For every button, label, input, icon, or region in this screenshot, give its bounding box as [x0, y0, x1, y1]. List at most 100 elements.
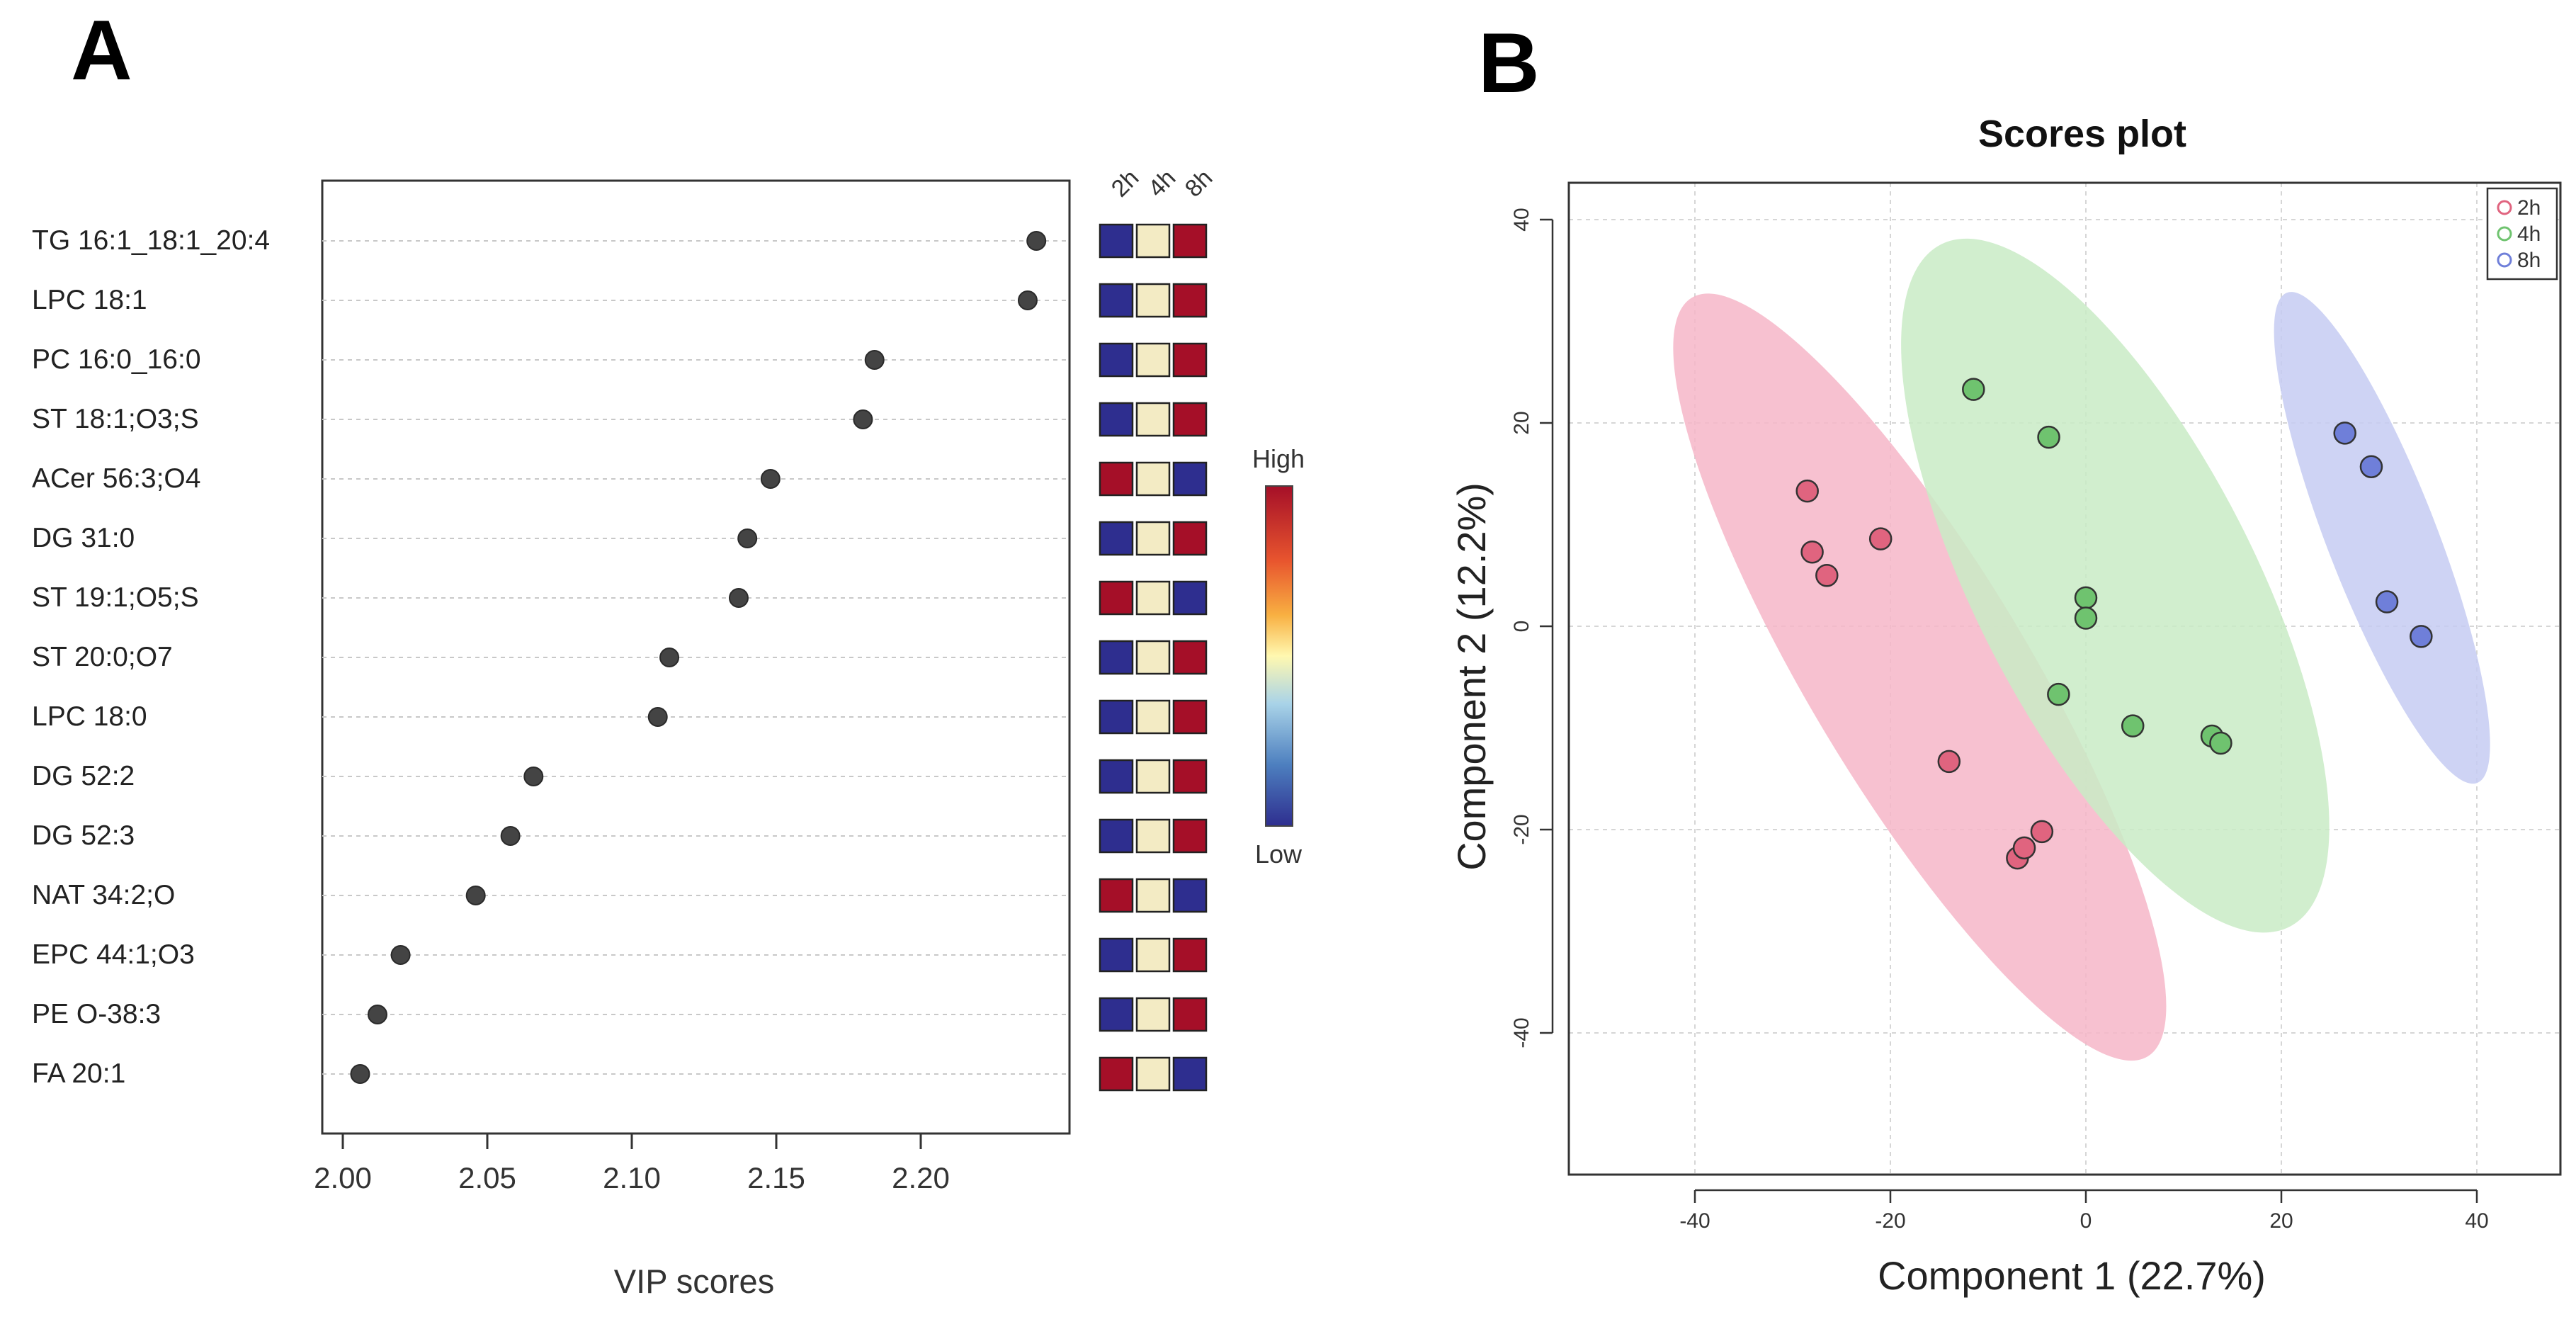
panel-b: B Scores plot -40 -20 0 20 40 -40 -20 0 20 40 Co… — [1449, 16, 2562, 1298]
heatmap-cell — [1172, 402, 1208, 437]
vip-dot — [465, 886, 486, 905]
heatmap-cell — [1135, 640, 1171, 675]
vip-gridlines — [322, 240, 1069, 1075]
vip-x-tick-label: 2.00 — [314, 1161, 372, 1194]
heatmap-cell — [1135, 997, 1171, 1032]
heatmap-cell — [1135, 699, 1171, 735]
heatmap-cell — [1172, 937, 1208, 973]
lipid-label: PC 16:0_16:0 — [32, 344, 201, 375]
lipid-label: LPC 18:1 — [32, 285, 147, 315]
legend-marker-2h — [2497, 200, 2512, 215]
heatmap-cell — [1099, 640, 1134, 675]
vip-dot — [737, 529, 758, 548]
heatmap-cell — [1172, 342, 1208, 378]
vip-dot — [390, 945, 411, 965]
point-8h — [2410, 625, 2433, 648]
vip-dots — [350, 231, 1047, 1084]
heatmap-cell — [1172, 640, 1208, 675]
scores-y-tick-label: -40 — [1510, 1017, 1533, 1048]
heatmap-cell — [1099, 937, 1134, 973]
lipid-label: DG 31:0 — [32, 523, 135, 553]
scores-x-axis-title: Component 1 (22.7%) — [1878, 1253, 2266, 1298]
heatmap-cell — [1099, 759, 1134, 794]
heatmap-cell — [1135, 223, 1171, 259]
vip-dot — [659, 648, 680, 667]
heatmap-cell — [1099, 342, 1134, 378]
scores-y-tick-label: 40 — [1510, 208, 1533, 231]
vip-dot — [500, 826, 521, 846]
point-4h — [2121, 714, 2145, 737]
heatmap-cell — [1172, 699, 1208, 735]
heatmap-cell — [1172, 878, 1208, 913]
lipid-labels: TG 16:1_18:1_20:4 LPC 18:1 PC 16:0_16:0 ST … — [32, 225, 270, 1089]
heatmap-cell — [1135, 461, 1171, 497]
scores-x-tick-label: 20 — [2269, 1209, 2293, 1233]
panel-a: A TG 16:1_18:1_20:4 LPC 18:1 PC 16:0_16:0 S… — [32, 3, 1305, 1300]
scores-plot-title: Scores plot — [1978, 113, 2186, 155]
lipid-label: NAT 34:2;O — [32, 880, 175, 910]
heatmap-cell — [1099, 878, 1134, 913]
scores-x-tick-label: 0 — [2080, 1209, 2092, 1233]
heatmap-cell — [1099, 402, 1134, 437]
point-8h — [2375, 590, 2399, 614]
heatmap-cell — [1099, 818, 1134, 854]
heatmap-cell — [1172, 818, 1208, 854]
point-8h — [2333, 422, 2356, 445]
vip-dot — [728, 588, 749, 608]
legend-label-8h: 8h — [2517, 249, 2541, 272]
heatmap-column-header: 4h — [1143, 164, 1181, 203]
heatmap-cell — [1099, 1056, 1134, 1092]
point-8h — [2359, 455, 2383, 478]
scores-y-tick-label: -20 — [1510, 814, 1533, 844]
scores-x-tick-label: -20 — [1875, 1209, 1905, 1233]
scores-plot-frame — [1567, 181, 2562, 1176]
ellipse-8h — [2274, 292, 2490, 784]
point-2h — [1800, 540, 1824, 564]
heatmap-cell — [1099, 223, 1134, 259]
vip-dot — [853, 409, 873, 429]
lipid-label: ACer 56:3;O4 — [32, 463, 200, 494]
point-2h — [1868, 527, 1893, 550]
vip-dot — [523, 767, 544, 786]
heatmap-column-header: 2h — [1106, 164, 1145, 203]
scores-y-tick-label: 0 — [1510, 621, 1533, 633]
heatmap-cell — [1172, 759, 1208, 794]
lipid-label: TG 16:1_18:1_20:4 — [32, 225, 270, 256]
lipid-label: PE O-38:3 — [32, 999, 161, 1029]
point-4h — [2074, 586, 2098, 610]
point-4h — [2037, 425, 2060, 449]
group-ellipses — [1673, 238, 2490, 1061]
vip-x-tick-label: 2.20 — [892, 1161, 950, 1194]
colorbar-gradient — [1265, 485, 1293, 827]
scores-x-axis: -40 -20 0 20 40 — [1679, 1189, 2489, 1233]
vip-x-tick-label: 2.05 — [458, 1161, 516, 1194]
legend-label-4h: 4h — [2517, 222, 2541, 246]
point-2h — [2030, 820, 2054, 844]
point-4h — [2074, 606, 2098, 630]
heatmap-cell — [1172, 580, 1208, 616]
panel-a-letter: A — [71, 3, 132, 98]
heatmap-cell — [1099, 283, 1134, 318]
point-2h — [1937, 750, 1961, 774]
legend-marker-8h — [2497, 252, 2512, 268]
heatmap-cell — [1099, 521, 1134, 556]
heatmap-cell — [1135, 937, 1171, 973]
vip-dot — [760, 469, 781, 489]
lipid-label: EPC 44:1;O3 — [32, 939, 195, 970]
scores-points — [1795, 378, 2433, 870]
colorbar: High Low — [1252, 444, 1305, 869]
point-2h — [2012, 836, 2036, 860]
vip-dot — [367, 1005, 387, 1024]
vip-x-tick-label: 2.10 — [603, 1161, 661, 1194]
heatmap-cell — [1172, 461, 1208, 497]
point-4h — [2209, 731, 2232, 755]
heatmap-cell — [1099, 461, 1134, 497]
lipid-label: FA 20:1 — [32, 1058, 125, 1089]
scores-y-tick-label: 20 — [1510, 411, 1533, 434]
scores-x-tick-label: -40 — [1679, 1209, 1710, 1233]
point-2h — [1795, 479, 1819, 503]
vip-dot — [350, 1064, 370, 1084]
heatmap-cell — [1135, 521, 1171, 556]
vip-x-axis: 2.00 2.05 2.10 2.15 2.20 — [314, 1132, 950, 1194]
heatmap-cell — [1099, 699, 1134, 735]
